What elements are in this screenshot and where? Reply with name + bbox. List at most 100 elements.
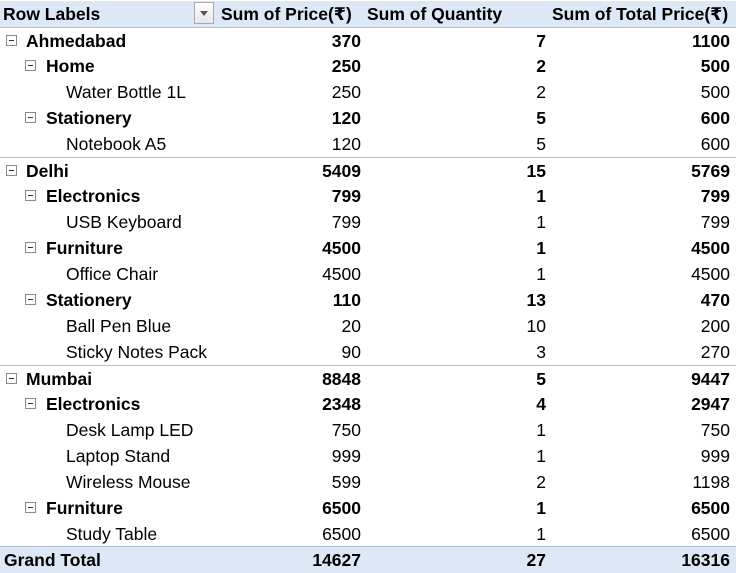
collapse-icon[interactable] <box>25 294 36 305</box>
price-value: 250 <box>331 56 361 76</box>
collapse-icon[interactable] <box>25 190 36 201</box>
table-row-category[interactable]: Electronics 799 1 799 <box>0 183 736 209</box>
price-value: 750 <box>331 420 361 440</box>
price-value: 799 <box>331 212 361 232</box>
quantity-value: 1 <box>536 446 546 466</box>
price-value: 90 <box>341 342 361 362</box>
sum-total-price-header[interactable]: Sum of Total Price(₹) <box>552 4 729 24</box>
quantity-value: 1 <box>536 524 546 544</box>
quantity-value: 7 <box>536 31 546 51</box>
table-row-product[interactable]: Notebook A5 120 5 600 <box>0 131 736 157</box>
price-value: 6500 <box>322 524 361 544</box>
total-price-value: 9447 <box>691 369 730 389</box>
row-labels-header[interactable]: Row Labels <box>3 4 101 24</box>
collapse-icon[interactable] <box>25 60 36 71</box>
total-price-value: 600 <box>700 108 730 128</box>
total-price-value: 600 <box>700 134 730 154</box>
quantity-value: 1 <box>536 264 546 284</box>
table-row-product[interactable]: Water Bottle 1L 250 2 500 <box>0 79 736 105</box>
table-row-city[interactable]: Ahmedabad 370 7 1100 <box>0 27 736 54</box>
quantity-value: 2 <box>536 472 546 492</box>
price-value: 2348 <box>322 394 361 414</box>
price-value: 250 <box>331 82 361 102</box>
table-row-product[interactable]: USB Keyboard 799 1 799 <box>0 209 736 235</box>
row-label: Sticky Notes Pack <box>66 342 208 362</box>
grand-total-row[interactable]: Grand Total 14627 27 16316 <box>0 546 736 573</box>
row-labels-filter-dropdown[interactable] <box>194 2 214 24</box>
total-price-value: 270 <box>700 342 730 362</box>
table-row-category[interactable]: Stationery 110 13 470 <box>0 287 736 313</box>
sum-quantity-header[interactable]: Sum of Quantity <box>367 4 503 24</box>
row-label: Desk Lamp LED <box>66 420 194 440</box>
table-row-product[interactable]: Ball Pen Blue 20 10 200 <box>0 313 736 339</box>
table-row-category[interactable]: Furniture 6500 1 6500 <box>0 495 736 521</box>
table-row-product[interactable]: Desk Lamp LED 750 1 750 <box>0 417 736 443</box>
collapse-icon[interactable] <box>6 165 17 176</box>
total-price-value: 200 <box>700 316 730 336</box>
price-value: 8848 <box>322 369 361 389</box>
price-value: 4500 <box>322 238 361 258</box>
quantity-value: 3 <box>536 342 546 362</box>
quantity-value: 1 <box>536 238 546 258</box>
total-price-value: 4500 <box>691 238 730 258</box>
table-row-category[interactable]: Furniture 4500 1 4500 <box>0 235 736 261</box>
price-value: 5409 <box>322 161 361 181</box>
collapse-icon[interactable] <box>25 502 36 513</box>
price-value: 20 <box>341 316 361 336</box>
row-label: Wireless Mouse <box>66 472 191 492</box>
quantity-value: 1 <box>536 186 546 206</box>
quantity-value: 5 <box>536 369 546 389</box>
row-label: Notebook A5 <box>66 134 167 154</box>
price-value: 4500 <box>322 264 361 284</box>
price-value: 599 <box>331 472 361 492</box>
row-label: Furniture <box>46 238 123 258</box>
table-row-product[interactable]: Sticky Notes Pack 90 3 270 <box>0 339 736 365</box>
quantity-value: 15 <box>526 161 546 181</box>
total-price-value: 799 <box>700 186 730 206</box>
total-price-value: 6500 <box>691 524 730 544</box>
table-row-city[interactable]: Mumbai 8848 5 9447 <box>0 365 736 392</box>
grand-total-price: 14627 <box>312 550 361 570</box>
row-label: USB Keyboard <box>66 212 182 232</box>
row-label: Study Table <box>66 524 158 544</box>
table-row-product[interactable]: Wireless Mouse 599 2 1198 <box>0 469 736 495</box>
collapse-icon[interactable] <box>25 112 36 123</box>
quantity-value: 10 <box>526 316 546 336</box>
table-row-product[interactable]: Laptop Stand 999 1 999 <box>0 443 736 469</box>
row-label: Office Chair <box>66 264 159 284</box>
collapse-icon[interactable] <box>25 398 36 409</box>
quantity-value: 5 <box>536 108 546 128</box>
price-value: 999 <box>331 446 361 466</box>
collapse-icon[interactable] <box>6 35 17 46</box>
row-label: Electronics <box>46 394 141 414</box>
row-label: Electronics <box>46 186 141 206</box>
total-price-value: 500 <box>700 82 730 102</box>
total-price-value: 5769 <box>691 161 730 181</box>
price-value: 120 <box>331 108 361 128</box>
row-label: Laptop Stand <box>66 446 171 466</box>
price-value: 370 <box>331 31 361 51</box>
total-price-value: 500 <box>700 56 730 76</box>
quantity-value: 1 <box>536 420 546 440</box>
collapse-icon[interactable] <box>25 242 36 253</box>
pivot-header-row: Row Labels Sum of Price(₹) Sum of Quanti… <box>0 1 736 28</box>
row-label: Mumbai <box>26 369 93 389</box>
sum-price-header[interactable]: Sum of Price(₹) <box>221 4 352 24</box>
grand-total-quantity: 27 <box>526 550 546 570</box>
table-row-category[interactable]: Stationery 120 5 600 <box>0 105 736 131</box>
table-row-product[interactable]: Office Chair 4500 1 4500 <box>0 261 736 287</box>
table-row-city[interactable]: Delhi 5409 15 5769 <box>0 157 736 184</box>
price-value: 120 <box>331 134 361 154</box>
collapse-icon[interactable] <box>6 373 17 384</box>
quantity-value: 4 <box>536 394 546 414</box>
table-row-product[interactable]: Study Table 6500 1 6500 <box>0 521 736 547</box>
row-label: Ahmedabad <box>26 31 127 51</box>
quantity-value: 13 <box>526 290 546 310</box>
dropdown-arrow-icon <box>200 11 208 16</box>
table-row-category[interactable]: Electronics 2348 4 2947 <box>0 391 736 417</box>
total-price-value: 4500 <box>691 264 730 284</box>
price-value: 110 <box>332 290 361 310</box>
grand-total-label: Grand Total <box>4 550 101 570</box>
total-price-value: 1100 <box>692 31 730 51</box>
table-row-category[interactable]: Home 250 2 500 <box>0 53 736 79</box>
